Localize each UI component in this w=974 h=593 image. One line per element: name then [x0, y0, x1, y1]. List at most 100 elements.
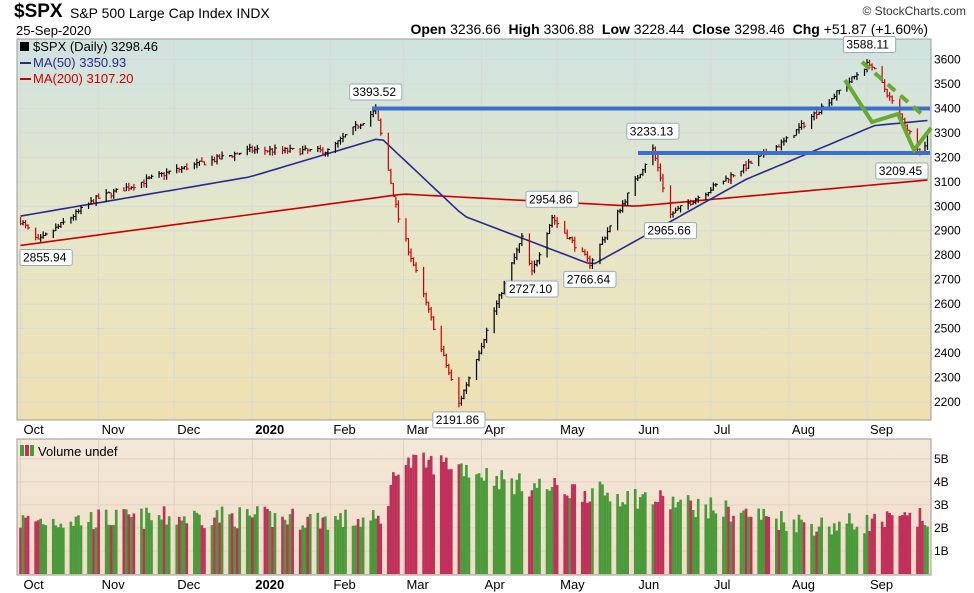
volume-bar-168 [608, 501, 612, 574]
volume-bar-218 [785, 530, 788, 574]
volume-bar-180 [654, 501, 657, 574]
month-label-jul-0: Jul [714, 422, 731, 437]
volume-bar-17 [77, 515, 80, 574]
volume-bar-66 [250, 517, 254, 574]
volume-bar-147 [535, 487, 539, 574]
volume-bar-184 [669, 509, 672, 574]
volume-bar-166 [603, 495, 607, 574]
volume-bar-67 [253, 514, 257, 574]
month-axis: Oct Oct Nov Nov Dec Dec 2020 2020 Feb Feb Mar Mar Ap… [24, 422, 894, 592]
volume-bar-8 [44, 525, 48, 574]
volume-bar-14 [69, 521, 73, 574]
volume-bar-36 [145, 507, 148, 574]
volume-bar-162 [588, 501, 592, 574]
volume-bar-256 [921, 520, 924, 574]
annotation-9: 3209.45 [879, 164, 923, 178]
volume-bar-148 [538, 478, 541, 574]
volume-bar-26 [109, 525, 113, 574]
volume-bar-250 [900, 515, 904, 574]
volume-bar-183 [661, 495, 665, 574]
index-title: S&P 500 Large Cap Index INDX [70, 5, 270, 21]
volume-bar-108 [397, 474, 400, 574]
volume-bar-239 [863, 533, 866, 574]
volume-bar-3 [26, 516, 30, 574]
volume-bar-178 [643, 492, 647, 574]
volume-bar-258 [926, 526, 929, 574]
volume-bar-146 [533, 483, 536, 574]
ma50-line [20, 119, 928, 265]
volume-bar-235 [848, 513, 851, 574]
volume-bar-19 [87, 521, 90, 574]
volume-bar-84 [316, 512, 320, 574]
volume-bar-22 [94, 527, 98, 574]
price-tick-2400: 2400 [934, 346, 961, 360]
volume-bar-189 [686, 495, 690, 574]
volume-bar-219 [792, 519, 796, 574]
volume-bar-128 [467, 477, 471, 574]
volume-bar-171 [621, 502, 624, 574]
volume-bar-177 [641, 494, 645, 574]
price-legend-swatch [20, 42, 29, 51]
volume-bar-56 [215, 510, 219, 574]
volume-bar-151 [550, 486, 554, 574]
volume-bar-257 [923, 524, 927, 574]
price-legend: $SPX (Daily) 3298.46 MA(50) 3350.93 MA(2… [20, 39, 158, 86]
volume-bar-74 [281, 516, 284, 574]
volume-bar-1 [21, 515, 25, 574]
volume-bar-6 [39, 518, 42, 574]
volume-bar-53 [203, 528, 206, 574]
volume-bar-27 [112, 524, 116, 574]
volume-bar-13 [62, 527, 65, 574]
volume-bar-224 [810, 523, 813, 574]
volume-bar-142 [518, 473, 521, 574]
volume-bar-97 [359, 526, 362, 574]
volume-bar-191 [691, 510, 695, 574]
volume-bar-85 [318, 528, 322, 574]
volume-bar-212 [764, 516, 768, 574]
annotation-box-6 [626, 122, 680, 140]
volume-bar-209 [757, 508, 761, 574]
volume-tick-1B: 1B [934, 544, 949, 558]
month-label-feb-1: Feb [333, 577, 355, 592]
price-tick-3600: 3600 [934, 53, 961, 67]
volume-bar-49 [193, 510, 196, 574]
volume-bar-103 [379, 523, 383, 574]
volume-bar-50 [195, 512, 199, 574]
volume-bar-149 [545, 489, 549, 574]
volume-bar-78 [291, 508, 294, 574]
volume-legend-swatch-a [20, 445, 24, 456]
volume-bar-116 [427, 459, 430, 574]
volume-bar-246 [885, 511, 889, 574]
volume-bar-243 [873, 513, 876, 574]
volume-bar-44 [175, 524, 179, 574]
volume-bar-223 [802, 522, 806, 574]
volume-bar-94 [351, 525, 355, 574]
volume-bar-46 [180, 520, 184, 574]
brand-watermark[interactable]: © StockCharts.com [862, 4, 966, 18]
volume-bar-114 [422, 452, 425, 574]
volume-bar-121 [444, 457, 448, 574]
volume-bar-225 [812, 535, 816, 574]
volume-tick-4B: 4B [934, 475, 949, 489]
volume-bar-35 [142, 528, 146, 574]
volume-bar-39 [157, 515, 161, 574]
volume-bar-226 [815, 531, 818, 574]
price-tick-3400: 3400 [934, 101, 961, 115]
volume-bar-98 [361, 517, 365, 574]
volume-bar-157 [570, 484, 574, 574]
open-value: 3236.66 [450, 21, 501, 37]
volume-bar-200 [724, 500, 728, 574]
volume-bar-18 [79, 525, 83, 574]
volume-bars [19, 452, 929, 574]
volume-bar-161 [586, 503, 589, 574]
volume-bar-30 [125, 509, 128, 574]
volume-legend-text: Volume undef [38, 444, 118, 459]
price-annotations: 2855.94 3393.52 2191.86 2727.10 2954.86 2766.… [19, 35, 929, 429]
price-tick-3500: 3500 [934, 77, 961, 91]
price-tick-2800: 2800 [934, 248, 961, 262]
volume-bar-165 [601, 484, 604, 574]
annotation-box-2 [432, 411, 486, 429]
month-label-2020-0: 2020 [255, 422, 284, 437]
close-label: Close [692, 21, 731, 37]
volume-bar-4 [34, 521, 37, 574]
